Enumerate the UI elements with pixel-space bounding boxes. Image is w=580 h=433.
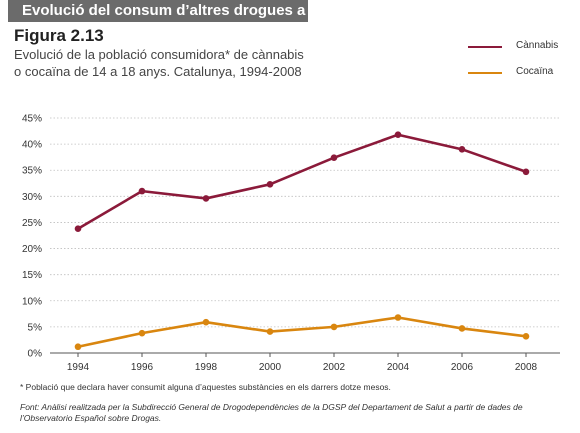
series-line-cocaina [77, 316, 527, 349]
data-point-cannabis [394, 131, 402, 139]
data-point-cocaina [394, 314, 402, 321]
figure-subtitle-line-1: Evolució de la població consumidora* de … [14, 47, 304, 62]
y-tick-label: 5% [28, 322, 43, 333]
x-tick-label: 1996 [131, 362, 154, 373]
y-tick-label: 0% [28, 349, 43, 360]
data-point-cocaina [74, 343, 82, 351]
x-tick-label: 2002 [323, 362, 346, 373]
y-tick-label: 15% [22, 270, 42, 281]
y-tick-label: 25% [22, 218, 42, 229]
data-point-cannabis [74, 225, 82, 233]
data-point-cannabis [138, 187, 146, 195]
series-line-cannabis [77, 133, 527, 230]
x-tick-label: 2008 [515, 362, 538, 373]
data-point-cannabis [266, 181, 274, 188]
data-point-cocaina [522, 332, 530, 340]
x-tick-label: 1998 [195, 362, 218, 373]
data-point-cannabis [202, 195, 210, 202]
y-tick-label: 10% [22, 296, 42, 307]
data-point-cocaina [330, 323, 338, 331]
x-tick-label: 2004 [387, 362, 410, 373]
legend-swatch-cocaina [468, 72, 502, 74]
figure-subtitle: Evolució de la població consumidora* de … [14, 46, 434, 80]
data-point-cocaina [458, 325, 466, 332]
data-point-cannabis [522, 168, 530, 176]
section-banner: Evolució del consum d’altres drogues a l… [8, 0, 412, 22]
y-tick-label: 35% [22, 166, 42, 177]
source-note: Font: Anàlisi realitzada per la Subdirec… [20, 402, 523, 423]
y-tick-label: 30% [22, 192, 42, 203]
data-point-cannabis [330, 154, 338, 161]
x-tick-label: 2006 [451, 362, 474, 373]
legend-item-cannabis: Cànnabis [468, 40, 568, 54]
data-point-cannabis [458, 146, 466, 153]
x-tick-label: 1994 [67, 362, 90, 373]
y-tick-label: 45% [22, 114, 42, 125]
figure-subtitle-line-2: o cocaïna de 14 a 18 anys. Catalunya, 19… [14, 64, 302, 79]
section-title: Evolució del consum d’altres drogues a l… [22, 2, 413, 19]
legend-item-cocaina: Cocaïna [468, 66, 568, 80]
legend-swatch-cannabis [468, 46, 502, 48]
data-point-cocaina [138, 329, 146, 337]
legend-label-cannabis: Cànnabis [516, 40, 559, 51]
legend-label-cocaina: Cocaïna [516, 66, 554, 77]
y-tick-label: 40% [22, 140, 42, 151]
y-tick-label: 20% [22, 244, 42, 255]
footnote: * Població que declara haver consumit al… [20, 382, 391, 392]
data-point-cocaina [202, 318, 210, 326]
data-point-cocaina [266, 328, 274, 335]
figure-number: Figura 2.13 [14, 26, 104, 45]
x-tick-label: 2000 [259, 362, 282, 373]
